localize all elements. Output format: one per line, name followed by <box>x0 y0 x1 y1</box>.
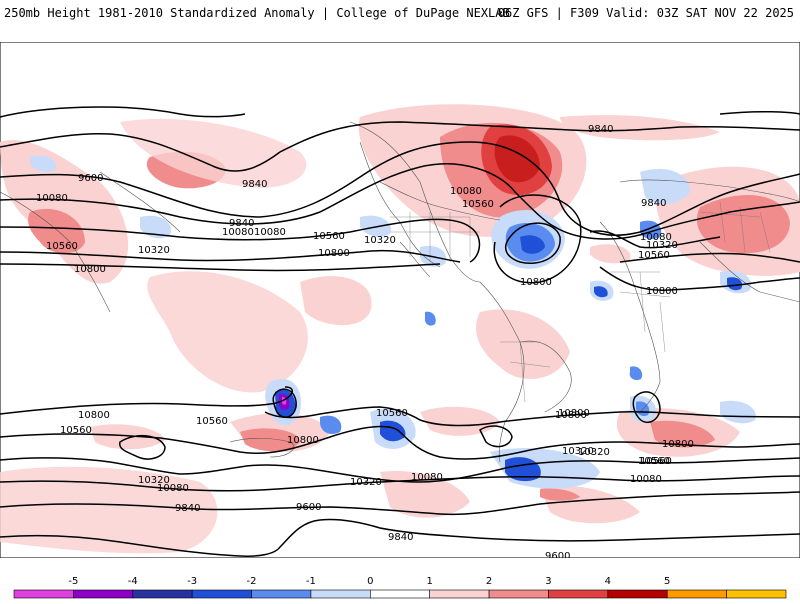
contour-label: 10320 <box>364 235 396 246</box>
contour-label: 10080 <box>157 483 189 494</box>
map-svg: 9840 9600 9840 10080 10080 9840 10080 10… <box>0 41 800 574</box>
contour-label: 10560 <box>462 199 494 210</box>
colorbar-tick-label: -1 <box>306 576 316 587</box>
colorbar-boxes <box>13 589 787 599</box>
colorbar-tick-label: -4 <box>128 576 138 587</box>
colorbar-swatch <box>429 589 490 599</box>
colorbar-tick-label: -3 <box>187 576 197 587</box>
contour-label: 10800 <box>287 435 319 446</box>
model-run-info: 06Z GFS | F309 Valid: 03Z SAT NOV 22 202… <box>497 6 794 20</box>
colorbar-tick-label: 5 <box>664 576 670 587</box>
contour-label: 10320 <box>646 240 678 251</box>
colorbar-tick-label: 1 <box>427 576 433 587</box>
colorbar-swatch <box>666 589 727 599</box>
colorbar-swatch <box>310 589 371 599</box>
contour-label: 10080 <box>411 472 443 483</box>
contour-label: 10560 <box>196 416 228 427</box>
colorbar-tick-label: -5 <box>68 576 78 587</box>
height-contours <box>0 106 800 557</box>
positive-anomalies <box>0 104 800 554</box>
colorbar-tick-label: 4 <box>605 576 611 587</box>
colorbar-swatch <box>13 589 74 599</box>
colorbar-swatch <box>548 589 609 599</box>
colorbar-svg: -5 -4 -3 -2 -1 0 1 2 3 4 5 <box>13 576 787 599</box>
contour-label: 10800 <box>662 439 694 450</box>
contour-label: 10560 <box>638 456 670 467</box>
colorbar-swatch <box>488 589 549 599</box>
colorbar-swatch <box>191 589 252 599</box>
contour-label: 9600 <box>296 502 321 513</box>
contour-label: 10320 <box>578 447 610 458</box>
political-boundaries <box>390 201 771 403</box>
negative-anomalies <box>30 155 756 489</box>
contour-label: 10800 <box>558 408 590 419</box>
contour-labels: 9840 9600 9840 10080 10080 9840 10080 10… <box>36 124 694 574</box>
contour-label: 9840 <box>588 124 613 135</box>
contour-label: 10320 <box>138 245 170 256</box>
contour-label: 10800 <box>646 286 678 297</box>
contour-label: 9840 <box>388 532 413 543</box>
contour-label: 10080 <box>630 474 662 485</box>
contour-label: 10080 <box>36 193 68 204</box>
contour-label: 10800 <box>78 410 110 421</box>
contour-label: 10560 <box>60 425 92 436</box>
colorbar-swatch <box>726 589 787 599</box>
contour-label: 10320 <box>562 446 594 457</box>
colorbar-tick-label: -2 <box>247 576 257 587</box>
contour-label: 9840 <box>175 503 200 514</box>
colorbar-swatch <box>370 589 430 599</box>
contour-label: 10800 <box>318 248 350 259</box>
contour-label: 9840 <box>641 198 666 209</box>
contour-label: 10560 <box>46 241 78 252</box>
contour-label: 10800 <box>520 277 552 288</box>
contour-label: 9840 <box>229 218 254 229</box>
contour-label: 9840 <box>242 179 267 190</box>
colorbar-tick-label: 3 <box>545 576 551 587</box>
contour-label: 10560 <box>640 456 672 467</box>
contour-label: 10320 <box>138 475 170 486</box>
contour-label: 10320 <box>350 477 382 488</box>
contour-label: 10080 <box>640 232 672 243</box>
anomaly-map: 9840 9600 9840 10080 10080 9840 10080 10… <box>0 41 800 574</box>
contour-label: 10800 <box>555 410 587 421</box>
colorbar-swatch <box>607 589 668 599</box>
contour-label: 10560 <box>313 231 345 242</box>
colorbar-swatch <box>73 589 134 599</box>
contour-label: 10560 <box>638 250 670 261</box>
contour-label: 10080 <box>222 227 254 238</box>
contour-label: 10080 <box>254 227 286 238</box>
colorbar: -5 -4 -3 -2 -1 0 1 2 3 4 5 <box>0 570 800 600</box>
contour-label: 9600 <box>545 551 570 558</box>
colorbar-swatch <box>251 589 312 599</box>
contour-label: 10800 <box>74 264 106 275</box>
contour-label: 10560 <box>376 408 408 419</box>
coastlines <box>0 121 800 463</box>
contour-label: 10080 <box>450 186 482 197</box>
colorbar-tick-label: 2 <box>486 576 492 587</box>
colorbar-tick-labels: -5 -4 -3 -2 -1 0 1 2 3 4 5 <box>68 576 670 587</box>
colorbar-swatch <box>132 589 193 599</box>
colorbar-tick-label: 0 <box>367 576 373 587</box>
contour-label: 9600 <box>78 173 103 184</box>
map-title: 250mb Height 1981-2010 Standardized Anom… <box>4 6 510 20</box>
